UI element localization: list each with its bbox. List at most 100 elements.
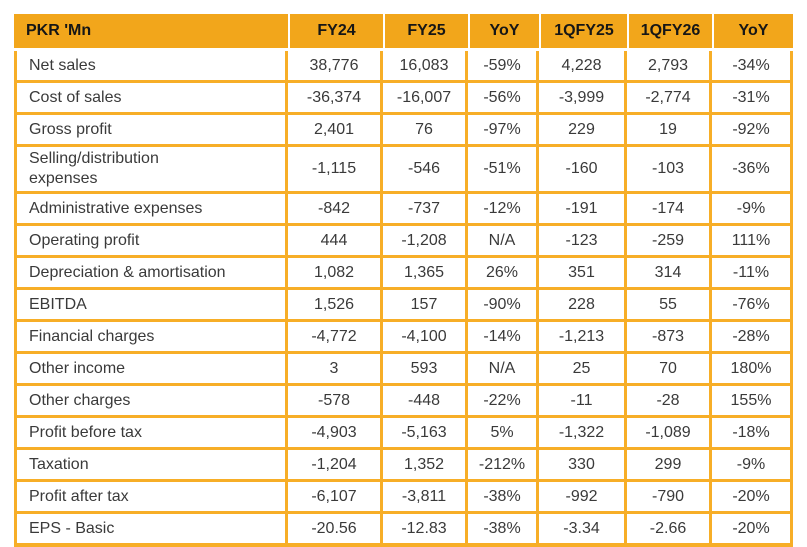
cell-value: -992 xyxy=(539,482,627,514)
cell-value: -9% xyxy=(712,194,793,226)
table-row-selling-distribution-expenses: Selling/distribution expenses -1,115 -54… xyxy=(14,147,793,194)
cell-value: 26% xyxy=(468,258,539,290)
cell-value: -34% xyxy=(712,51,793,83)
cell-value: -4,100 xyxy=(383,322,468,354)
cell-value: -12% xyxy=(468,194,539,226)
cell-value: 593 xyxy=(383,354,468,386)
cell-value: 444 xyxy=(288,226,383,258)
cell-value: -28% xyxy=(712,322,793,354)
cell-value: 111% xyxy=(712,226,793,258)
cell-value: -1,322 xyxy=(539,418,627,450)
cell-value: -92% xyxy=(712,115,793,147)
cell-value: -5,163 xyxy=(383,418,468,450)
cell-value: -31% xyxy=(712,83,793,115)
cell-value: -3.34 xyxy=(539,514,627,547)
cell-value: -2.66 xyxy=(627,514,712,547)
cell-value: -76% xyxy=(712,290,793,322)
cell-value: 229 xyxy=(539,115,627,147)
cell-value: -1,208 xyxy=(383,226,468,258)
cell-value: 3 xyxy=(288,354,383,386)
cell-value: -59% xyxy=(468,51,539,83)
cell-value: -16,007 xyxy=(383,83,468,115)
cell-value: -38% xyxy=(468,482,539,514)
cell-value: -4,772 xyxy=(288,322,383,354)
cell-value: 4,228 xyxy=(539,51,627,83)
cell-value: -842 xyxy=(288,194,383,226)
cell-value: -90% xyxy=(468,290,539,322)
cell-value: -2,774 xyxy=(627,83,712,115)
row-label: Profit after tax xyxy=(14,482,288,514)
cell-value: -873 xyxy=(627,322,712,354)
row-label: EPS - Basic xyxy=(14,514,288,547)
column-header-yoy-annual: YoY xyxy=(468,14,539,51)
cell-value: 16,083 xyxy=(383,51,468,83)
cell-value: -4,903 xyxy=(288,418,383,450)
cell-value: -36% xyxy=(712,147,793,194)
cell-value: -1,213 xyxy=(539,322,627,354)
cell-value: 38,776 xyxy=(288,51,383,83)
cell-value: -97% xyxy=(468,115,539,147)
cell-value: -11% xyxy=(712,258,793,290)
financial-table-container: PKR 'Mn FY24 FY25 YoY 1QFY25 1QFY26 YoY … xyxy=(14,14,793,547)
cell-value: -11 xyxy=(539,386,627,418)
table-row-depreciation-amortisation: Depreciation & amortisation 1,082 1,365 … xyxy=(14,258,793,290)
cell-value: -20% xyxy=(712,514,793,547)
row-label: Depreciation & amortisation xyxy=(14,258,288,290)
row-label: Net sales xyxy=(14,51,288,83)
row-label: Administrative expenses xyxy=(14,194,288,226)
table-row-financial-charges: Financial charges -4,772 -4,100 -14% -1,… xyxy=(14,322,793,354)
cell-value: -20% xyxy=(712,482,793,514)
cell-value: -103 xyxy=(627,147,712,194)
cell-value: -737 xyxy=(383,194,468,226)
cell-value: -1,115 xyxy=(288,147,383,194)
cell-value: 1,365 xyxy=(383,258,468,290)
cell-value: 330 xyxy=(539,450,627,482)
table-row-profit-before-tax: Profit before tax -4,903 -5,163 5% -1,32… xyxy=(14,418,793,450)
table-row-operating-profit: Operating profit 444 -1,208 N/A -123 -25… xyxy=(14,226,793,258)
cell-value: 180% xyxy=(712,354,793,386)
cell-value: -546 xyxy=(383,147,468,194)
table-header: PKR 'Mn FY24 FY25 YoY 1QFY25 1QFY26 YoY xyxy=(14,14,793,51)
cell-value: -1,089 xyxy=(627,418,712,450)
table-row-other-charges: Other charges -578 -448 -22% -11 -28 155… xyxy=(14,386,793,418)
cell-value: N/A xyxy=(468,226,539,258)
table-row-cost-of-sales: Cost of sales -36,374 -16,007 -56% -3,99… xyxy=(14,83,793,115)
cell-value: 314 xyxy=(627,258,712,290)
row-label: Taxation xyxy=(14,450,288,482)
row-label: Other charges xyxy=(14,386,288,418)
cell-value: -28 xyxy=(627,386,712,418)
cell-value: -12.83 xyxy=(383,514,468,547)
table-row-net-sales: Net sales 38,776 16,083 -59% 4,228 2,793… xyxy=(14,51,793,83)
cell-value: 1,082 xyxy=(288,258,383,290)
cell-value: -3,811 xyxy=(383,482,468,514)
financial-results-table: PKR 'Mn FY24 FY25 YoY 1QFY25 1QFY26 YoY … xyxy=(14,14,793,547)
column-header-metric: PKR 'Mn xyxy=(14,14,288,51)
cell-value: -18% xyxy=(712,418,793,450)
cell-value: N/A xyxy=(468,354,539,386)
cell-value: -14% xyxy=(468,322,539,354)
cell-value: -22% xyxy=(468,386,539,418)
cell-value: -9% xyxy=(712,450,793,482)
cell-value: 1,352 xyxy=(383,450,468,482)
header-row: PKR 'Mn FY24 FY25 YoY 1QFY25 1QFY26 YoY xyxy=(14,14,793,51)
table-row-gross-profit: Gross profit 2,401 76 -97% 229 19 -92% xyxy=(14,115,793,147)
cell-value: 155% xyxy=(712,386,793,418)
table-row-taxation: Taxation -1,204 1,352 -212% 330 299 -9% xyxy=(14,450,793,482)
cell-value: 55 xyxy=(627,290,712,322)
cell-value: -174 xyxy=(627,194,712,226)
cell-value: 25 xyxy=(539,354,627,386)
cell-value: 2,401 xyxy=(288,115,383,147)
cell-value: 70 xyxy=(627,354,712,386)
cell-value: -212% xyxy=(468,450,539,482)
cell-value: -259 xyxy=(627,226,712,258)
cell-value: 157 xyxy=(383,290,468,322)
cell-value: -20.56 xyxy=(288,514,383,547)
table-row-eps-basic: EPS - Basic -20.56 -12.83 -38% -3.34 -2.… xyxy=(14,514,793,547)
row-label: Operating profit xyxy=(14,226,288,258)
row-label: Selling/distribution expenses xyxy=(14,147,288,194)
cell-value: -578 xyxy=(288,386,383,418)
table-row-administrative-expenses: Administrative expenses -842 -737 -12% -… xyxy=(14,194,793,226)
cell-value: -51% xyxy=(468,147,539,194)
column-header-1qfy25: 1QFY25 xyxy=(539,14,627,51)
cell-value: -36,374 xyxy=(288,83,383,115)
